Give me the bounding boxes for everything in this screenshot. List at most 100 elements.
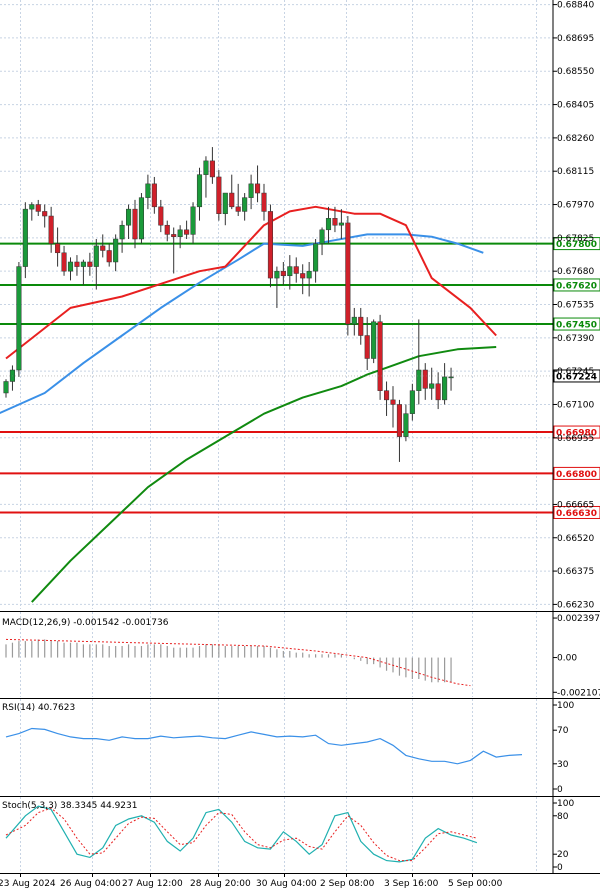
price-tick-label: 0.66230 xyxy=(557,600,594,610)
price-tick-label: 0.66375 xyxy=(557,567,594,577)
price-tick-label: 0.68260 xyxy=(557,134,594,144)
candle xyxy=(74,261,80,267)
price-tick-label: 0.67100 xyxy=(557,400,594,410)
stoch-k-line xyxy=(5,805,478,863)
price-tick-label: 0.67535 xyxy=(557,301,594,311)
candle xyxy=(222,192,228,214)
macd-signal-line xyxy=(5,638,471,687)
macd-pane[interactable] xyxy=(5,638,471,687)
candle xyxy=(29,204,35,210)
level-label: 0.66980 xyxy=(556,429,597,439)
candle xyxy=(55,243,61,254)
candle xyxy=(416,369,422,391)
candle xyxy=(300,273,306,279)
time-tick-label: 26 Aug 04:00 xyxy=(60,879,121,889)
candle xyxy=(267,211,273,279)
candle xyxy=(229,192,235,208)
candle xyxy=(332,218,338,226)
price-tick-label: 0.67680 xyxy=(557,267,594,277)
candle xyxy=(274,270,280,279)
candle xyxy=(306,270,312,279)
candle xyxy=(171,234,177,237)
candle xyxy=(61,252,67,272)
price-tick-label: 0.68550 xyxy=(557,67,594,77)
candle xyxy=(442,376,448,401)
candle xyxy=(313,243,319,272)
level-label-box xyxy=(553,466,600,480)
candle xyxy=(261,192,267,212)
level-label-box xyxy=(553,425,600,439)
grid xyxy=(0,0,553,873)
candle xyxy=(35,204,41,212)
candle xyxy=(209,160,215,178)
rsi-pane[interactable] xyxy=(5,727,523,765)
candle xyxy=(403,413,409,437)
price-pane[interactable]: 0.67800 0.67620 0.67450 0.66980 0.66800 0.666… xyxy=(0,147,600,603)
candle xyxy=(132,208,138,240)
candle xyxy=(325,218,332,231)
candle xyxy=(242,197,248,212)
candle xyxy=(119,224,125,240)
candle xyxy=(338,222,344,226)
price-tick-label: 0.68695 xyxy=(557,34,594,44)
candle xyxy=(93,245,99,267)
candle xyxy=(287,266,293,277)
candle xyxy=(377,321,383,391)
stoch-tick-label: 80 xyxy=(557,812,569,822)
macd-label: MACD(12,26,9) -0.001542 -0.001736 xyxy=(2,618,169,628)
macd-tick-label: 0.002397 xyxy=(557,614,600,624)
time-tick-label: 23 Aug 2024 xyxy=(0,879,56,889)
price-tick-label: 0.68840 xyxy=(557,1,594,11)
candle xyxy=(22,208,28,267)
stoch-pane[interactable] xyxy=(5,805,478,863)
price-tick-label: 0.67390 xyxy=(557,334,594,344)
level-label: 0.67620 xyxy=(556,281,597,291)
price-tick-label: 0.67825 xyxy=(557,234,594,244)
current-price-label: 0.67224 xyxy=(556,372,597,382)
candle xyxy=(100,245,106,251)
stoch-d-line xyxy=(5,807,478,862)
candle xyxy=(235,206,241,212)
rsi-tick-label: 100 xyxy=(557,701,574,711)
rsi-tick-label: 70 xyxy=(557,726,569,736)
level-label: 0.66800 xyxy=(556,470,597,480)
macd-tick-label: -0.002107 xyxy=(557,688,600,698)
candle xyxy=(80,261,86,267)
candle xyxy=(138,197,144,240)
candle xyxy=(42,211,48,217)
price-tick-label: 0.68405 xyxy=(557,101,594,111)
candle xyxy=(293,266,299,274)
candle xyxy=(184,229,190,235)
level-label-box xyxy=(553,278,600,292)
candle xyxy=(48,215,54,244)
candle xyxy=(371,321,377,359)
price-tick-label: 0.67245 xyxy=(557,367,594,377)
candle xyxy=(145,183,151,198)
candle xyxy=(351,316,357,325)
candle xyxy=(358,316,364,336)
candle xyxy=(126,208,132,226)
candle xyxy=(429,383,435,389)
candle xyxy=(164,224,170,235)
price-tick-label: 0.67970 xyxy=(557,201,594,211)
stoch-tick-label: 20 xyxy=(557,850,569,860)
candle xyxy=(87,261,93,267)
candle xyxy=(113,238,119,263)
candle xyxy=(248,183,254,198)
candle xyxy=(345,222,351,325)
time-tick-label: 30 Aug 04:00 xyxy=(256,879,317,889)
moving-average-mid-line xyxy=(0,233,484,415)
candle xyxy=(409,390,415,414)
time-tick-label: 5 Sep 00:00 xyxy=(448,879,503,889)
rsi-line xyxy=(5,727,523,765)
price-tick-label: 0.66665 xyxy=(557,500,594,510)
macd-tick-label: 0.00 xyxy=(557,654,577,664)
time-tick-label: 27 Aug 12:00 xyxy=(122,879,183,889)
level-label: 0.67800 xyxy=(556,240,597,250)
price-tick-label: 0.66520 xyxy=(557,534,594,544)
candle xyxy=(151,183,157,208)
candle xyxy=(384,390,390,401)
candle xyxy=(106,250,112,263)
